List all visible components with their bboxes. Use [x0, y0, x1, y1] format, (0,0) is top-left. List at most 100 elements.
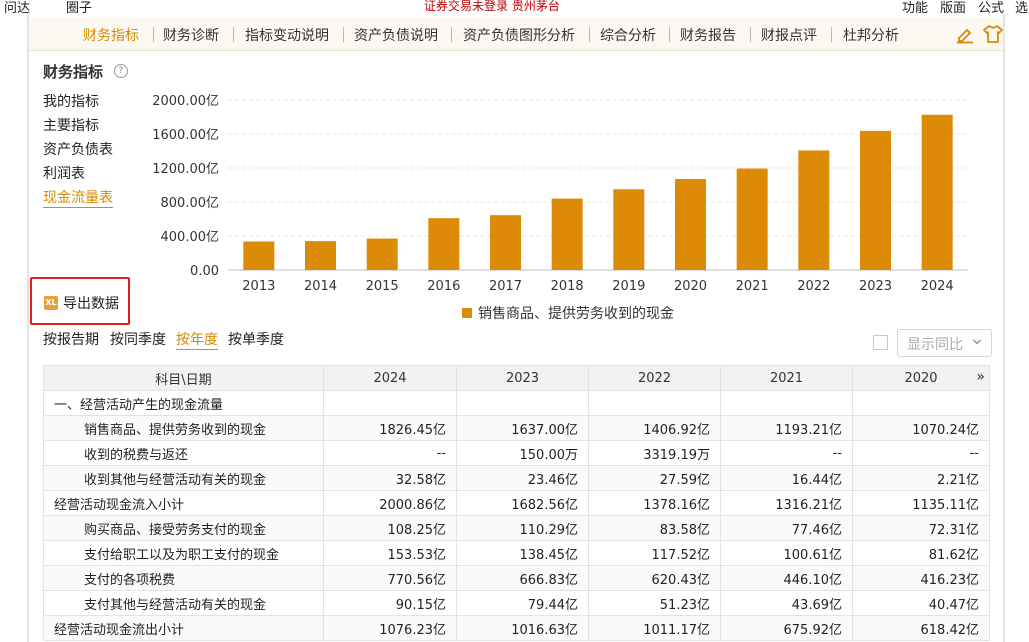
tab-separator [589, 27, 590, 42]
sidebar-item-main-indicators[interactable]: 主要指标 [43, 118, 99, 134]
table-row[interactable]: 一、经营活动产生的现金流量 [43, 390, 990, 416]
table-row[interactable]: 支付给职工以及为职工支付的现金 153.53亿 138.45亿 117.52亿 100.… [43, 540, 990, 566]
tab-separator [451, 27, 452, 42]
y-tick-label: 1600.00亿 [152, 128, 219, 143]
menu-item-layout[interactable]: 版面 [940, 1, 967, 14]
sidebar-item-balance-sheet[interactable]: 资产负债表 [43, 142, 113, 158]
row-label: 支付的各项税费 [43, 565, 324, 591]
cell-value: 675.92亿 [720, 615, 853, 641]
cell-value: 79.44亿 [456, 590, 589, 616]
export-data-button[interactable]: XL 导出数据 [30, 277, 130, 325]
x-tick-label: 2016 [427, 279, 460, 294]
cell-value: 81.62亿 [852, 540, 990, 566]
cell-value: 16.44亿 [720, 465, 853, 491]
column-header-2020[interactable]: 2020 » [852, 365, 990, 391]
x-tick-label: 2017 [489, 279, 522, 294]
x-tick-label: 2014 [304, 279, 337, 294]
table-row[interactable]: 收到的税费与返还 -- 150.00万 3319.19万 -- -- [43, 440, 990, 466]
period-by-report[interactable]: 按报告期 [43, 332, 99, 348]
tab-balance-sheet-note[interactable]: 资产负债说明 [354, 28, 438, 44]
skin-shirt-icon[interactable] [982, 23, 1004, 45]
frame-left-border [27, 14, 29, 642]
menu-item-select[interactable]: 选 [1015, 1, 1029, 14]
table-row[interactable]: 收到其他与经营活动有关的现金 32.58亿 23.46亿 27.59亿 16.44亿 2.… [43, 465, 990, 491]
cell-value: 1826.45亿 [323, 415, 457, 441]
table-row[interactable]: 销售商品、提供劳务收到的现金 1826.45亿 1637.00亿 1406.92亿 11… [43, 415, 990, 441]
cell-value: 153.53亿 [323, 540, 457, 566]
tab-dupont[interactable]: 杜邦分析 [843, 28, 899, 44]
status-text: 证券交易未登录 贵州茅台 [424, 0, 560, 13]
row-label: 一、经营活动产生的现金流量 [43, 390, 324, 416]
bar [860, 130, 891, 270]
cell-value: 416.23亿 [852, 565, 990, 591]
cell-value: -- [323, 440, 457, 466]
column-header-2020-label: 2020 [904, 370, 938, 386]
y-tick-label: 800.00亿 [161, 196, 220, 211]
bar [551, 198, 583, 270]
tab-separator [233, 27, 234, 42]
cell-value: 1135.11亿 [852, 490, 990, 516]
bar [613, 189, 645, 270]
tab-balance-sheet-graph[interactable]: 资产负债图形分析 [463, 28, 575, 44]
column-header-2024[interactable]: 2024 [323, 365, 457, 391]
column-header-2021[interactable]: 2021 [720, 365, 853, 391]
sidebar-item-income-statement[interactable]: 利润表 [43, 166, 85, 182]
cell-value: 32.58亿 [323, 465, 457, 491]
menu-item-formula[interactable]: 公式 [978, 1, 1005, 14]
cell-value: 1637.00亿 [456, 415, 589, 441]
tab-financial-report[interactable]: 财务报告 [680, 28, 736, 44]
tab-indicator-change[interactable]: 指标变动说明 [245, 28, 329, 44]
tab-financial-diagnosis[interactable]: 财务诊断 [163, 28, 219, 44]
bar [305, 241, 336, 270]
export-data-label: 导出数据 [63, 296, 119, 312]
x-tick-label: 2022 [797, 279, 830, 294]
bar [243, 241, 275, 270]
chevron-down-icon [973, 339, 981, 345]
table-row[interactable]: 支付的各项税费 770.56亿 666.83亿 620.43亿 446.10亿 416.2… [43, 565, 990, 591]
cell-value: 618.42亿 [852, 615, 990, 641]
cash-flow-bar-chart: 0.00 400.00亿 800.00亿 1200.00亿 1600.00亿 2000.0… [152, 94, 968, 322]
top-menu-bar: 问达 圈子 证券交易未登录 贵州茅台 功能 版面 公式 选 [0, 0, 1029, 14]
period-by-same-quarter[interactable]: 按同季度 [110, 332, 166, 348]
cell-value: 770.56亿 [323, 565, 457, 591]
table-row[interactable]: 支付其他与经营活动有关的现金 90.15亿 79.44亿 51.23亿 43.69亿 40… [43, 590, 990, 616]
table-row[interactable]: 经营活动现金流入小计 2000.86亿 1682.56亿 1378.16亿 1316.2… [43, 490, 990, 516]
tab-report-review[interactable]: 财报点评 [761, 28, 817, 44]
cell-value: -- [852, 440, 990, 466]
tab-comprehensive[interactable]: 综合分析 [600, 28, 656, 44]
more-columns-icon[interactable]: » [976, 369, 985, 385]
tab-financial-indicators[interactable]: 财务指标 [83, 28, 139, 44]
cell-value: 110.29亿 [456, 515, 589, 541]
cell-value: 1378.16亿 [588, 490, 721, 516]
help-icon[interactable]: ? [114, 64, 128, 78]
table-row[interactable]: 购买商品、接受劳务支付的现金 108.25亿 110.29亿 83.58亿 77.46亿… [43, 515, 990, 541]
bar [675, 179, 706, 270]
bar [366, 238, 398, 270]
cell-value: 23.46亿 [456, 465, 589, 491]
compare-checkbox[interactable] [873, 335, 888, 350]
cash-flow-table: 科目\日期 2024 2023 2022 2021 2020 » 一、经营活动产生… [43, 365, 990, 641]
edit-icon[interactable] [955, 24, 975, 44]
menu-item-circle[interactable]: 圈子 [66, 1, 93, 14]
column-header-2023[interactable]: 2023 [456, 365, 589, 391]
compare-select[interactable]: 显示同比 [897, 329, 992, 357]
table-row[interactable]: 经营活动现金流出小计 1076.23亿 1016.63亿 1011.17亿 675.92… [43, 615, 990, 641]
legend-label: 销售商品、提供劳务收到的现金 [478, 306, 674, 322]
sidebar-item-cash-flow[interactable]: 现金流量表 [43, 187, 113, 208]
column-header-2022[interactable]: 2022 [588, 365, 721, 391]
period-by-year[interactable]: 按年度 [176, 329, 218, 350]
menu-item-wenda[interactable]: 问达 [4, 1, 31, 14]
x-tick-label: 2019 [612, 279, 645, 294]
bar [921, 114, 953, 271]
period-by-single-quarter[interactable]: 按单季度 [228, 332, 284, 348]
table-header-row: 科目\日期 2024 2023 2022 2021 2020 » [43, 365, 990, 391]
row-label: 支付其他与经营活动有关的现金 [43, 590, 324, 616]
excel-icon: XL [44, 296, 58, 310]
sidebar-item-my-indicators[interactable]: 我的指标 [43, 94, 99, 110]
cell-value: 1193.21亿 [720, 415, 853, 441]
cell-value: 2000.86亿 [323, 490, 457, 516]
cell-value: 100.61亿 [720, 540, 853, 566]
y-tick-label: 2000.00亿 [152, 94, 219, 109]
menu-item-function[interactable]: 功能 [902, 1, 929, 14]
legend-swatch [462, 308, 472, 318]
